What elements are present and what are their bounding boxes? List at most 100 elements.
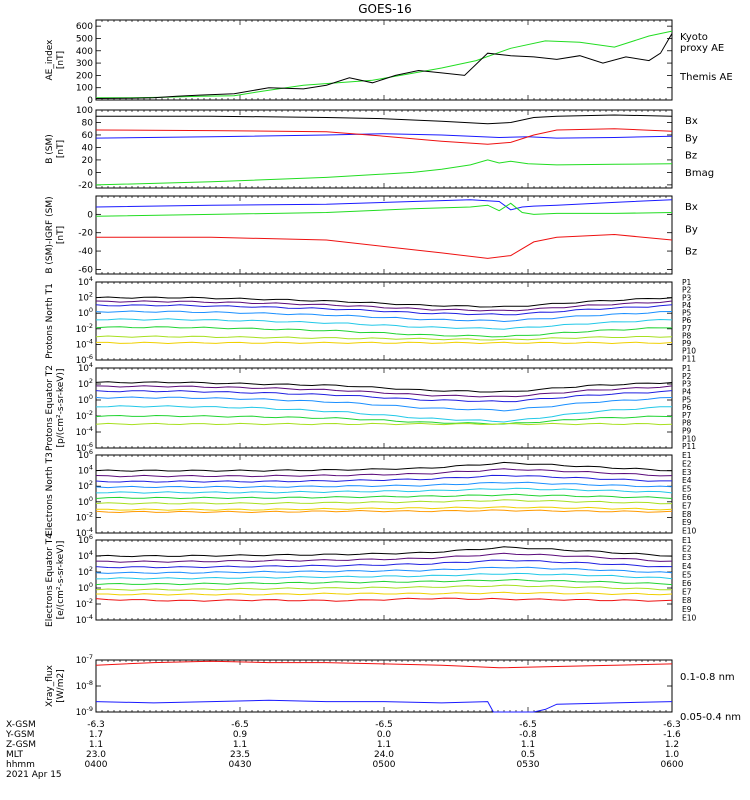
series-p2 [95, 300, 673, 312]
y-tick-label: 100 [78, 495, 93, 508]
series-themis-ae [95, 33, 673, 99]
legend-kyoto: Kyoto [680, 32, 708, 43]
y-axis-label: Protons North T1 [45, 283, 55, 359]
y-tick-label: 10-7 [76, 653, 93, 666]
y-tick-label: 100 [78, 393, 93, 406]
x-tick-mlt: 24.0 [374, 750, 394, 760]
legend-p3: P3 [682, 380, 692, 389]
series-e8 [96, 506, 673, 511]
series-e5 [95, 487, 673, 494]
panel-frame [95, 659, 673, 713]
x-row-label: Y-GSM [5, 730, 34, 740]
legend-e9: E9 [682, 605, 692, 614]
y-tick-label: 600 [76, 22, 93, 32]
legend-e8: E8 [682, 510, 692, 519]
y-tick-label: 40 [82, 143, 94, 153]
x-tick-hhmm: 0500 [373, 760, 396, 770]
legend-e9: E9 [682, 518, 692, 527]
series-0-05-0-4-nm [95, 699, 673, 713]
legend-p11: P11 [682, 354, 696, 363]
y-tick-label: 10-9 [76, 705, 93, 718]
y-tick-label: 104 [78, 464, 93, 477]
series-p8 [96, 341, 673, 345]
legend-p3: P3 [682, 293, 692, 302]
legend-p11: P11 [682, 442, 696, 451]
legend-e10: E10 [682, 527, 697, 536]
legend-e2: E2 [682, 459, 692, 468]
y-tick-label: 400 [76, 47, 93, 57]
y-tick-label: 10-4 [76, 613, 93, 626]
x-tick-z: 1.1 [377, 740, 391, 750]
legend-p4: P4 [682, 387, 692, 396]
panel-frame [95, 281, 673, 361]
series-e7 [95, 584, 672, 591]
legend-xray-short: 0.05-0.4 nm [680, 712, 741, 723]
series-bx [95, 133, 673, 139]
y-tick-label: 0 [87, 168, 93, 178]
y-tick-label: 100 [78, 306, 93, 319]
series-p7 [95, 422, 673, 426]
legend-e1: E1 [682, 451, 692, 460]
y-tick-label: 60 [82, 131, 94, 141]
series-e2 [95, 552, 673, 563]
y-tick-label: 0 [87, 96, 93, 106]
y-tick-label: 102 [78, 377, 93, 390]
y-axis-unit: [nT] [56, 140, 66, 158]
series-e6 [95, 493, 673, 500]
legend-by: By [685, 133, 698, 144]
legend-e8: E8 [682, 596, 692, 605]
x-tick-x: -6.5 [231, 720, 249, 730]
y-axis-unit: [e/(cm²-s-sr-keV)] [56, 541, 66, 620]
series-by [95, 159, 673, 186]
y-tick-label: 10-4 [76, 337, 93, 350]
legend-e6: E6 [682, 579, 692, 588]
series-bmag [96, 114, 673, 125]
legend-p6: P6 [682, 316, 692, 325]
y-tick-label: 10-2 [76, 510, 93, 523]
series-e1 [95, 461, 673, 472]
series-bx [95, 199, 673, 211]
series-p3 [95, 304, 673, 316]
x-tick-hhmm: 0400 [85, 760, 108, 770]
panel-b_igrf: -60 -40 -20 0 B (SM)-IGRF (SM) [nT] Bx By Bz [45, 195, 698, 275]
legend-p4: P4 [682, 301, 692, 310]
series-p5 [95, 318, 673, 330]
x-tick-x: -6.5 [519, 720, 537, 730]
x-tick-mlt: 0.5 [521, 750, 535, 760]
y-tick-label: 102 [78, 291, 93, 304]
y-tick-label: -40 [78, 247, 93, 257]
series-bz [96, 233, 673, 259]
series-p2 [95, 385, 673, 398]
legend-e7: E7 [682, 588, 692, 597]
y-tick-label: 500 [76, 34, 93, 44]
series-e7 [95, 499, 673, 505]
y-tick-label: 100 [76, 106, 93, 116]
panel-frame [95, 195, 673, 275]
series-e9 [95, 509, 673, 514]
series-p6 [95, 326, 672, 338]
series-p7 [95, 335, 673, 341]
legend-e3: E3 [682, 468, 692, 477]
legend-e3: E3 [682, 553, 692, 562]
series-kyoto-proxy-ae [96, 30, 673, 99]
series-p4 [95, 396, 673, 412]
legend-e5: E5 [682, 485, 692, 494]
x-tick-z: 1.1 [89, 740, 103, 750]
y-tick-label: 80 [82, 118, 94, 128]
legend-e4: E4 [682, 476, 692, 485]
legend-e2: E2 [682, 545, 692, 554]
legend-p5: P5 [682, 309, 692, 318]
legend-xray-long: 0.1-0.8 nm [680, 672, 735, 683]
y-axis-label: B (SM) [45, 134, 55, 164]
legend-p7: P7 [682, 324, 692, 333]
legend-e7: E7 [682, 501, 692, 510]
x-row-label: X-GSM [6, 720, 36, 730]
panel-xray: 10-7 10-8 10-9 Xray_flux [W/m2] 0.1-0.8 nm 0.0… [45, 653, 741, 723]
legend-p9: P9 [682, 427, 692, 436]
y-tick-label: 200 [76, 71, 93, 81]
x-tick-x: -6.3 [87, 720, 105, 730]
